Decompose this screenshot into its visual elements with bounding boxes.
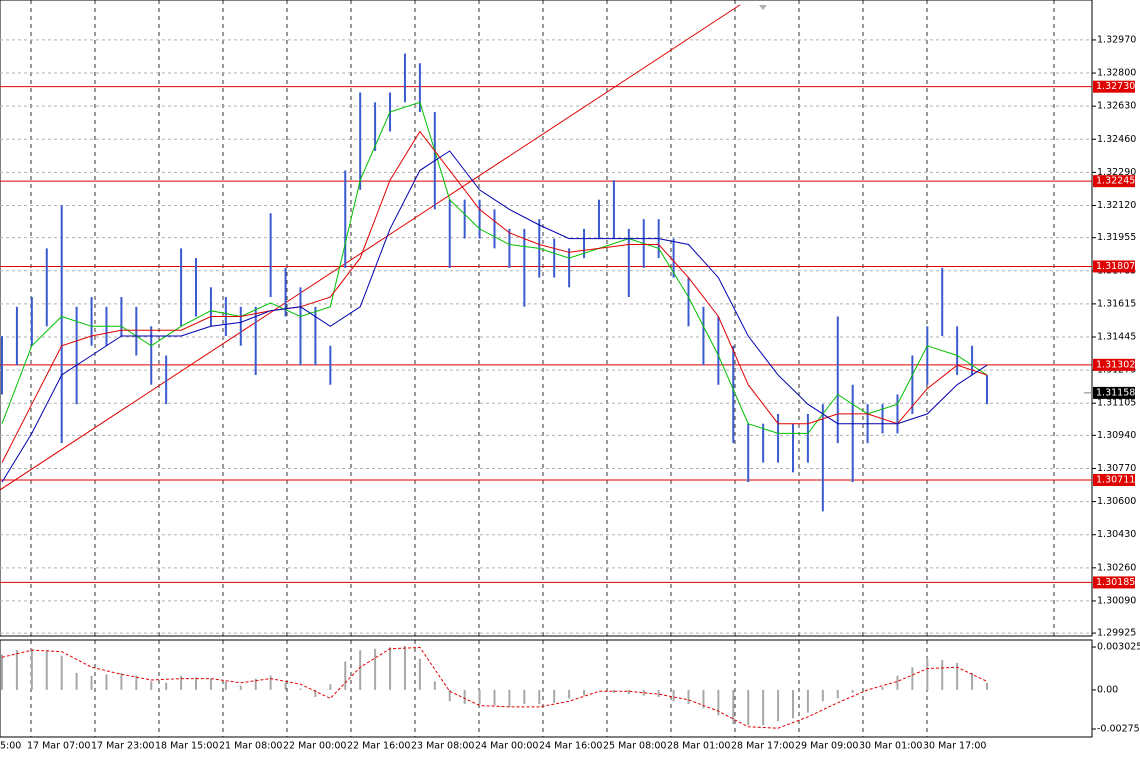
x-tick-label: 21 Mar 08:00 [219,741,282,752]
shift-marker [759,5,767,10]
y-tick-label: 1.31445 [1097,331,1136,342]
x-tick-label: 30 Mar 17:00 [923,741,986,752]
x-tick-label: 24 Mar 00:00 [475,741,538,752]
x-tick-label: 23 Mar 08:00 [411,741,474,752]
level-label: 1.30185 [1096,577,1135,588]
x-tick-label: 17 Mar 23:00 [91,741,154,752]
level-label-box [1093,358,1135,371]
level-label: 1.32245 [1096,176,1135,187]
current-price-label: 1.31158 [1096,387,1135,398]
level-label: 1.30711 [1096,474,1135,485]
y-tick-label: 1.30600 [1097,496,1136,507]
x-tick-label: 22 Mar 00:00 [283,741,346,752]
x-tick-label: 28 Mar 17:00 [731,741,794,752]
moving-average [1,150,988,483]
x-tick-label: 22 Mar 16:00 [347,741,410,752]
trendline [0,4,741,491]
level-label: 1.31302 [1096,359,1135,370]
level-label-box [1093,576,1135,589]
y-tick-label: 1.30940 [1097,430,1136,441]
current-price-box [1093,386,1135,399]
x-tick-label: 18 Mar 15:00 [155,741,218,752]
y-tick-label: 1.30430 [1097,529,1136,540]
x-tick-label: 30 Mar 01:00 [859,741,922,752]
y-tick-label: 1.31955 [1097,232,1136,243]
y-tick-label: 1.30260 [1097,562,1136,573]
level-label-box [1093,260,1135,273]
level-label-box [1093,473,1135,486]
y-tick-label: 1.32460 [1097,134,1136,145]
y-tick-label: 1.31105 [1097,398,1136,409]
level-label: 1.32730 [1096,81,1135,92]
y-tick-label: 1.32630 [1097,101,1136,112]
y-tick-label: 1.32970 [1097,34,1136,45]
main-panel [0,0,1093,637]
level-label-box [1093,80,1135,93]
x-tick-label: 24 Mar 16:00 [539,741,602,752]
x-tick-label: 25 Mar 08:00 [603,741,666,752]
indicator-tick-label: 0.003025 [1097,642,1140,653]
y-tick-label: 1.32290 [1097,167,1136,178]
y-tick-label: 1.32120 [1097,200,1136,211]
indicator-tick-label: 0.00 [1097,684,1118,695]
y-tick-label: 1.32800 [1097,68,1136,79]
level-label: 1.31807 [1096,261,1135,272]
y-tick-label: 1.31615 [1097,298,1136,309]
indicator-signal [1,646,988,729]
moving-average [1,130,988,463]
x-tick-label: 5:00 [0,741,21,752]
y-tick-label: 1.30770 [1097,463,1136,474]
y-tick-label: 1.30090 [1097,595,1136,606]
y-tick-label: 1.29925 [1097,628,1136,639]
x-tick-label: 17 Mar 07:00 [27,741,90,752]
indicator-tick-label: -0.002756 [1097,724,1140,735]
x-tick-label: 29 Mar 09:00 [795,741,858,752]
level-label-box [1093,175,1135,188]
x-tick-label: 28 Mar 01:00 [667,741,730,752]
